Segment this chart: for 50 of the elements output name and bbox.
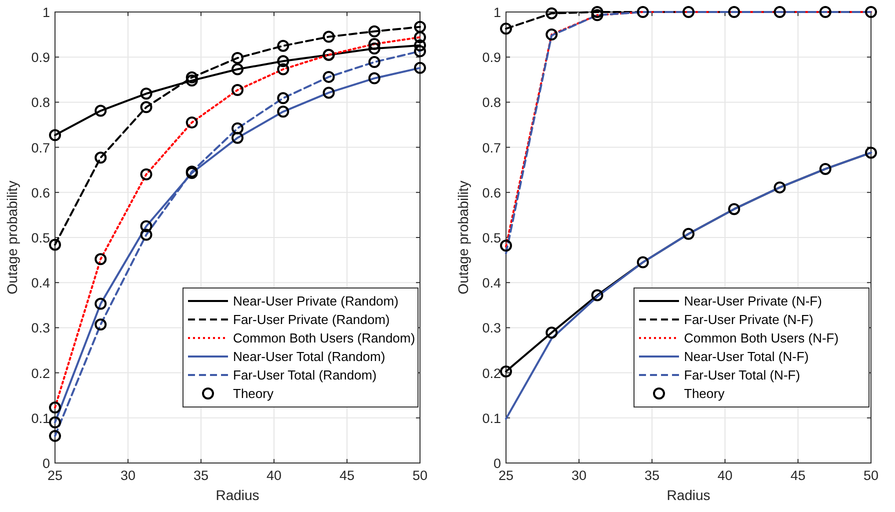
- legend-label: Near-User Private (Random): [233, 294, 398, 308]
- y-tick-label: 0.7: [482, 140, 501, 156]
- x-tick-label: 35: [644, 468, 660, 483]
- legend-label: Theory: [233, 386, 274, 401]
- legend-label: Far-User Private (Random): [233, 312, 390, 327]
- x-tick-label: 45: [790, 468, 806, 483]
- y-tick-label: 0.4: [31, 276, 50, 291]
- y-tick-label: 0.2: [482, 366, 501, 381]
- y-tick-label: 0: [493, 456, 501, 471]
- legend-label: Far-User Total (N-F): [684, 368, 800, 382]
- y-tick-label: 0.2: [31, 366, 50, 381]
- x-axis-title: Radius: [666, 487, 710, 503]
- legend-label: Far-User Total (Random): [233, 368, 377, 382]
- y-tick-label: 0.3: [31, 320, 50, 336]
- x-tick-label: 50: [863, 468, 879, 483]
- y-tick-label: 0: [42, 456, 50, 471]
- y-tick-label: 0.5: [31, 230, 50, 246]
- legend-label: Common Both Users (Random): [233, 330, 416, 346]
- x-tick-label: 35: [193, 468, 209, 483]
- y-tick-label: 1: [493, 5, 501, 20]
- x-tick-label: 30: [571, 468, 587, 483]
- y-tick-label: 0.4: [482, 276, 502, 291]
- legend-label: Common Both Users (N-F): [684, 330, 839, 346]
- y-tick-label: 0.3: [482, 320, 501, 336]
- legend-label: Far-User Private (N-F): [684, 312, 814, 327]
- y-tick-label: 0.8: [482, 95, 501, 110]
- y-axis-title: Outage probability: [455, 180, 471, 294]
- y-tick-label: 0.6: [31, 185, 50, 200]
- y-tick-label: 0.7: [31, 140, 50, 156]
- y-tick-label: 0.5: [482, 230, 501, 246]
- x-tick-label: 30: [120, 468, 136, 483]
- legend-label: Theory: [684, 386, 725, 401]
- x-tick-label: 25: [498, 468, 514, 483]
- y-tick-label: 0.6: [482, 185, 501, 200]
- y-tick-label: 0.1: [31, 410, 50, 426]
- y-tick-label: 0.9: [482, 50, 501, 66]
- x-tick-label: 40: [717, 468, 733, 483]
- y-tick-label: 0.9: [31, 50, 50, 66]
- x-tick-label: 45: [339, 468, 355, 483]
- y-tick-label: 0.1: [482, 410, 501, 426]
- legend-label: Near-User Total (N-F): [684, 349, 809, 364]
- y-tick-label: 1: [42, 5, 50, 20]
- y-axis-title: Outage probability: [4, 180, 20, 294]
- x-axis-title: Radius: [216, 487, 260, 503]
- legend-label: Near-User Private (N-F): [684, 294, 822, 308]
- legend-label: Near-User Total (Random): [233, 349, 386, 364]
- x-tick-label: 25: [47, 468, 63, 483]
- y-tick-label: 0.8: [31, 95, 50, 110]
- x-tick-label: 50: [412, 468, 428, 483]
- x-tick-label: 40: [266, 468, 282, 483]
